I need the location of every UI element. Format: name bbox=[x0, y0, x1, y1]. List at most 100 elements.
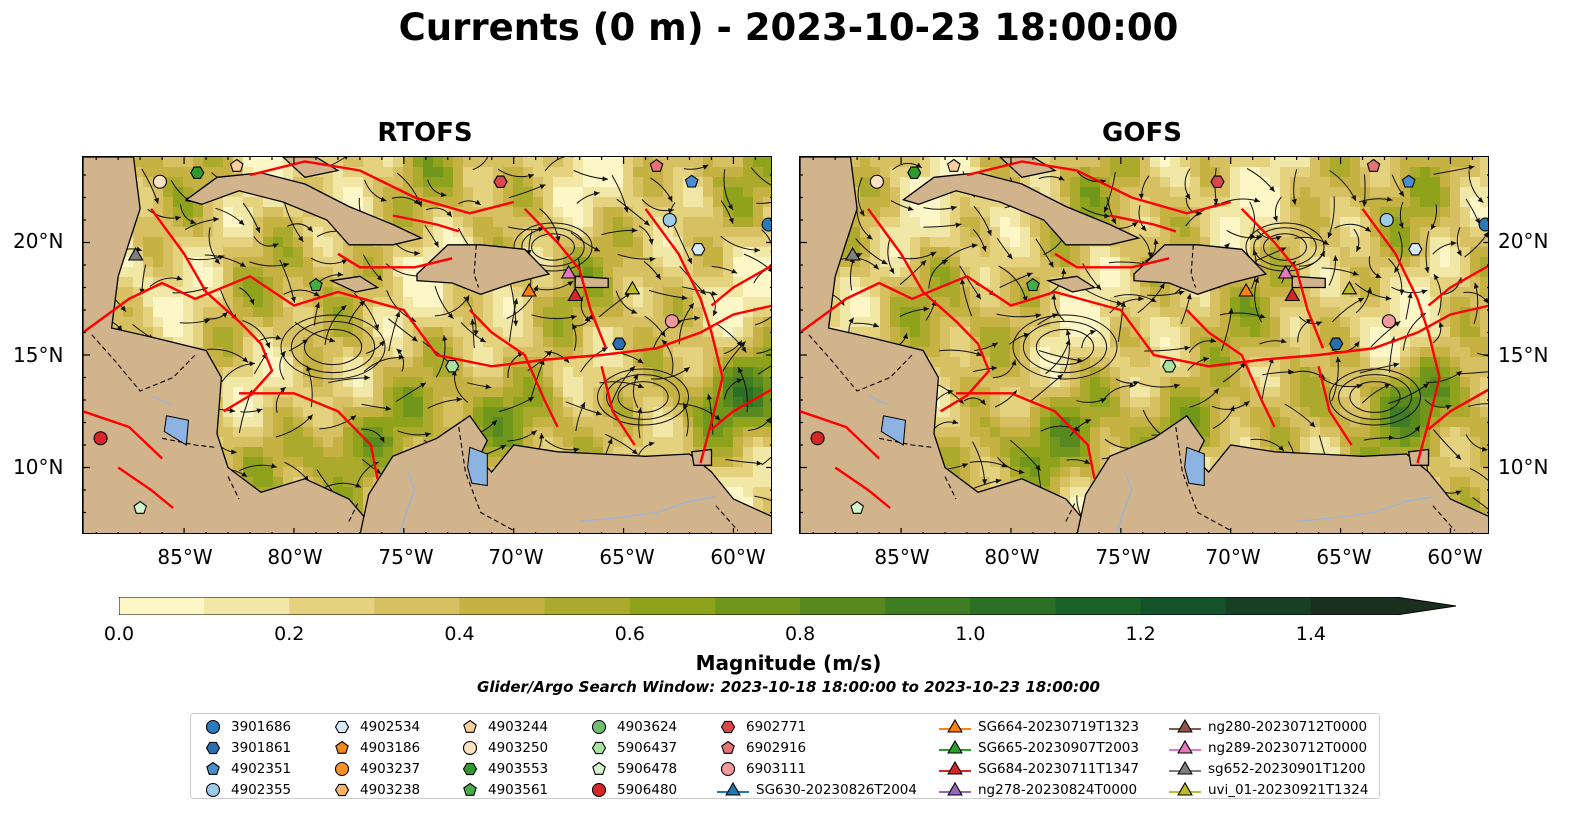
legend-label: SG630-20230826T2004 bbox=[756, 782, 917, 798]
lon-label-80W-gofs: 80°W bbox=[984, 545, 1040, 569]
marker-4902351 bbox=[684, 174, 699, 188]
colorbar-tick-label: 1.4 bbox=[1295, 623, 1326, 645]
legend-label: 4903244 bbox=[488, 719, 549, 735]
legend-circle bbox=[720, 761, 736, 777]
legend-label: 4903186 bbox=[360, 740, 421, 756]
marker-4903250 bbox=[152, 174, 167, 189]
colorbar-bin bbox=[459, 597, 546, 615]
legend-marker-triangle-icon bbox=[717, 781, 749, 796]
marker-5906478 bbox=[133, 500, 147, 514]
legend-triangle bbox=[947, 718, 963, 733]
legend-hexagon bbox=[205, 741, 221, 755]
legend-item: 5906480 bbox=[587, 780, 677, 800]
marker-uvi_01-20230921T1324 bbox=[624, 280, 641, 295]
marker-4902534 bbox=[691, 243, 706, 256]
legend-item: 4903186 bbox=[330, 738, 420, 758]
legend-label: 5906478 bbox=[617, 761, 678, 777]
legend-label: 4903238 bbox=[360, 782, 421, 798]
legend-marker-circle-icon bbox=[591, 782, 607, 798]
legend-marker-circle-icon bbox=[462, 740, 478, 756]
colorbar-tick-label: 1.0 bbox=[955, 623, 986, 645]
marker-3901686 bbox=[1478, 217, 1488, 232]
marker-4902355 bbox=[1379, 212, 1394, 228]
legend-triangle bbox=[1177, 739, 1193, 754]
land bbox=[83, 157, 771, 533]
lat-label-20n-left: 20°N bbox=[13, 229, 64, 253]
marker-5906480 bbox=[810, 431, 825, 446]
colorbar-bin bbox=[374, 597, 461, 615]
legend-item: 3901861 bbox=[201, 738, 291, 758]
colorbar-tick-label: 0.0 bbox=[103, 623, 135, 645]
legend-pentagon bbox=[206, 761, 220, 775]
legend-marker-triangle-icon bbox=[939, 781, 971, 796]
lon-label-70W-rtofs: 70°W bbox=[488, 545, 544, 569]
legend-triangle bbox=[947, 781, 963, 796]
legend-item: 4903553 bbox=[458, 759, 548, 779]
lon-label-65W-gofs: 65°W bbox=[1316, 545, 1372, 569]
colorbar bbox=[119, 597, 1456, 615]
legend-label: 3901861 bbox=[231, 740, 292, 756]
marker-6902916 bbox=[649, 158, 664, 172]
colorbar-bin bbox=[885, 597, 971, 615]
marker-4902351 bbox=[1401, 174, 1416, 188]
legend-item: SG665-20230907T2003 bbox=[938, 738, 1139, 758]
land bbox=[800, 157, 1488, 533]
legend-item: ng278-20230824T0000 bbox=[938, 780, 1137, 800]
legend-triangle bbox=[947, 760, 963, 775]
legend-marker-circle-icon bbox=[591, 719, 607, 735]
lon-label-75W-gofs: 75°W bbox=[1095, 545, 1151, 569]
legend-marker-pentagon-icon bbox=[335, 740, 349, 754]
legend-circle bbox=[334, 761, 350, 777]
legend-marker-hexagon-icon bbox=[591, 741, 607, 755]
legend-marker-triangle-icon bbox=[939, 739, 971, 754]
gofs-map[interactable] bbox=[799, 156, 1489, 534]
legend-item: ng280-20230712T0000 bbox=[1168, 717, 1367, 737]
figure-title: Currents (0 m) - 2023-10-23 18:00:00 bbox=[398, 6, 1179, 49]
legend-item: 4903250 bbox=[458, 738, 548, 758]
legend-item: 4903238 bbox=[330, 780, 420, 800]
legend-hexagon bbox=[720, 720, 736, 734]
legend-item: 6902916 bbox=[716, 738, 806, 758]
legend-item: 4902534 bbox=[330, 717, 420, 737]
legend-item: 4903237 bbox=[330, 759, 420, 779]
legend-marker-triangle-icon bbox=[1169, 760, 1201, 775]
marker-4902355 bbox=[662, 212, 677, 228]
legend-hexagon bbox=[591, 741, 607, 755]
marker-6902916 bbox=[1366, 158, 1381, 172]
marker-4903561 bbox=[1026, 278, 1040, 292]
platform-markers bbox=[810, 158, 1488, 514]
legend-marker-pentagon-icon bbox=[463, 719, 477, 733]
marker-sg652-20230901T1200 bbox=[127, 246, 144, 261]
colorbar-extend-arrow bbox=[1396, 597, 1456, 615]
legend-label: sg652-20230901T1200 bbox=[1208, 761, 1366, 777]
lon-label-60W-rtofs: 60°W bbox=[710, 545, 766, 569]
legend-label: 6902916 bbox=[746, 740, 807, 756]
marker-5906437 bbox=[1162, 360, 1177, 373]
lat-label-10n-right: 10°N bbox=[1498, 455, 1549, 479]
legend-item: uvi_01-20230921T1324 bbox=[1168, 780, 1368, 800]
lat-label-15n-right: 15°N bbox=[1498, 343, 1549, 367]
legend-circle bbox=[591, 719, 607, 735]
rtofs-map[interactable] bbox=[82, 156, 772, 534]
legend-marker-circle-icon bbox=[334, 761, 350, 777]
legend-marker-triangle-icon bbox=[939, 718, 971, 733]
legend-marker-triangle-icon bbox=[1169, 781, 1201, 796]
lat-label-20n-right: 20°N bbox=[1498, 229, 1549, 253]
legend-marker-hexagon-icon bbox=[462, 762, 478, 776]
legend-pentagon bbox=[463, 719, 477, 733]
legend-item: 6903111 bbox=[716, 759, 806, 779]
marker-4903553 bbox=[190, 166, 205, 179]
map-ticks bbox=[800, 157, 1488, 533]
marker-6902771 bbox=[1210, 175, 1225, 188]
legend-marker-hexagon-icon bbox=[334, 783, 350, 797]
marker-SG684-20230711T1347 bbox=[567, 287, 584, 302]
lon-label-65W-rtofs: 65°W bbox=[599, 545, 655, 569]
colorbar-bin bbox=[204, 597, 290, 615]
legend-marker-hexagon-icon bbox=[334, 720, 350, 734]
marker-3901861 bbox=[612, 337, 627, 350]
colorbar-tick-label: 1.2 bbox=[1125, 623, 1156, 645]
marker-4903244 bbox=[946, 158, 961, 172]
colorbar-tick-label: 0.6 bbox=[614, 623, 645, 645]
legend-circle bbox=[591, 782, 607, 798]
marker-6902771 bbox=[493, 175, 508, 188]
